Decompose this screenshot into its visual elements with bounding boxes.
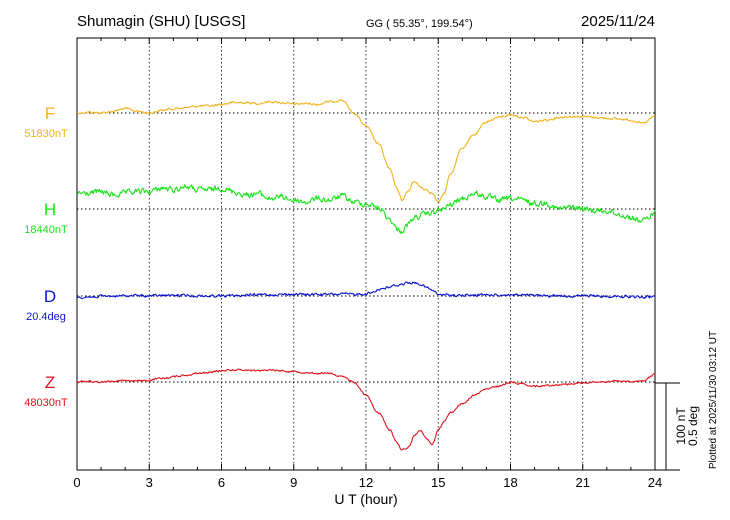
station-title: Shumagin (SHU) [USGS] xyxy=(77,13,245,30)
series-name-F: F xyxy=(45,104,55,123)
series-baseline-F: 51830nT xyxy=(24,128,68,140)
x-tick-label-3: 3 xyxy=(146,475,153,490)
series-name-Z: Z xyxy=(45,373,55,392)
coordinates-label: GG ( 55.35°, 199.54°) xyxy=(366,18,473,30)
baseline-lines xyxy=(77,112,655,383)
x-axis-ticks: 0 3 6 9 12 15 18 21 24 xyxy=(73,38,662,490)
series-baseline-Z: 48030nT xyxy=(24,397,68,409)
series-baseline-H: 18440nT xyxy=(24,224,68,236)
x-tick-label-21: 21 xyxy=(576,475,590,490)
trace-D xyxy=(76,281,656,300)
x-tick-label-12: 12 xyxy=(359,475,373,490)
scale-bar-nt: 100 nT xyxy=(674,407,688,445)
series-labels: F 51830nT H 18440nT D 20.4deg Z 48030nT xyxy=(24,104,68,409)
x-tick-label-24: 24 xyxy=(648,475,662,490)
plotted-timestamp: Plotted at 2025/11/30 03:12 UT xyxy=(708,331,719,469)
x-tick-label-9: 9 xyxy=(290,475,297,490)
series-name-D: D xyxy=(44,287,56,306)
scale-bar: 100 nT 0.5 deg xyxy=(655,382,700,471)
series-baseline-D: 20.4deg xyxy=(26,311,66,323)
grid-lines xyxy=(148,38,584,470)
x-axis-label: U T (hour) xyxy=(334,491,397,507)
trace-H xyxy=(76,184,656,234)
x-tick-label-6: 6 xyxy=(218,475,225,490)
trace-F xyxy=(76,99,656,203)
date-label: 2025/11/24 xyxy=(581,13,655,30)
x-tick-label-18: 18 xyxy=(503,475,517,490)
series-traces xyxy=(76,99,656,451)
series-name-H: H xyxy=(44,200,56,219)
x-tick-label-15: 15 xyxy=(431,475,445,490)
x-tick-label-0: 0 xyxy=(73,475,80,490)
trace-Z xyxy=(76,368,656,451)
scale-bar-deg: 0.5 deg xyxy=(686,406,700,446)
